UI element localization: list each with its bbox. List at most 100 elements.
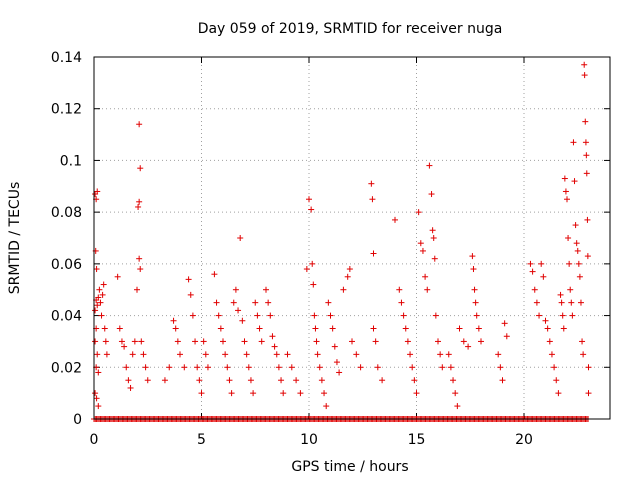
data-point [123,364,130,371]
data-point [346,266,353,273]
data-point [226,377,233,384]
data-point [445,351,452,358]
data-point [306,196,312,203]
x-tick-label: 0 [90,432,99,448]
y-tick-label: 0.12 [51,102,82,118]
data-point [310,281,317,288]
data-point [325,299,332,306]
data-point [429,227,436,234]
data-point [469,253,476,260]
data-point [557,291,564,298]
data-point [501,320,508,327]
data-point [142,364,149,371]
data-point [579,338,586,345]
data-point [336,369,343,376]
data-point [204,364,211,371]
x-tick-label: 10 [300,432,318,448]
data-point [454,403,461,410]
data-point [92,390,99,397]
data-point [452,390,459,397]
data-point [137,266,144,273]
data-point [121,343,128,350]
data-point [267,312,274,319]
data-point [318,377,325,384]
data-point [211,271,218,278]
data-point [555,390,562,397]
data-point [559,312,566,319]
data-point [372,338,379,345]
data-point [497,364,504,371]
data-point [278,377,285,384]
data-point [565,235,572,241]
y-tick-label: 0.08 [51,205,82,221]
data-point [125,377,132,384]
data-point [269,333,276,340]
data-point [431,255,438,262]
data-point [192,338,199,345]
data-point [174,338,181,345]
data-point [564,196,570,203]
data-point [558,299,565,306]
data-point [402,325,409,332]
data-point [228,390,235,397]
data-point [582,118,589,125]
data-point [540,273,547,280]
data-point [172,325,179,332]
axis-ticks: 0 0.02 0.04 0.06 0.08 0.1 0.12 0.14 0 5 10 15 20 [51,50,610,448]
data-point [574,247,581,254]
data-point [581,72,588,79]
data-point [93,266,100,273]
data-point [177,351,183,358]
data-point [311,312,318,319]
data-point [312,325,319,332]
data-point [531,286,538,293]
data-point [573,240,580,247]
data-point [370,250,377,257]
data-point [284,351,291,358]
data-point [136,198,143,205]
data-point [495,351,502,358]
data-point [308,206,315,213]
data-point [245,364,252,371]
data-point [529,268,536,275]
data-point [254,312,261,319]
data-point [241,338,248,345]
grid-lines [94,57,610,419]
data-point [250,390,257,397]
data-point [202,351,209,358]
data-point [567,286,574,293]
data-point [546,338,553,345]
data-point [473,312,480,319]
data-point [344,273,351,280]
data-point [584,253,591,260]
data-point [527,260,534,267]
data-point [368,180,375,187]
data-point [293,377,300,384]
data-point [432,312,439,319]
data-point [239,317,246,324]
data-point [196,377,203,384]
data-point [424,286,431,293]
data-point [428,191,435,198]
data-point [220,338,226,345]
data-point [275,364,282,371]
y-axis-label: SRMTID / TECUs [7,182,23,295]
data-point [417,240,424,247]
chart-title: Day 059 of 2019, SRMTID for receiver nug… [198,21,503,37]
data-point [222,351,229,358]
data-point [340,286,347,293]
data-point [136,255,143,262]
data-point [215,312,222,319]
plot-frame [93,56,611,420]
data-point [538,260,545,267]
data-point [140,351,147,358]
data-point [357,364,364,371]
data-point [577,299,584,306]
data-point [263,286,269,293]
data-point [533,299,540,306]
data-point [562,188,569,195]
data-point [134,286,140,293]
data-point [92,307,99,314]
data-point [456,325,463,332]
data-point [224,364,231,371]
